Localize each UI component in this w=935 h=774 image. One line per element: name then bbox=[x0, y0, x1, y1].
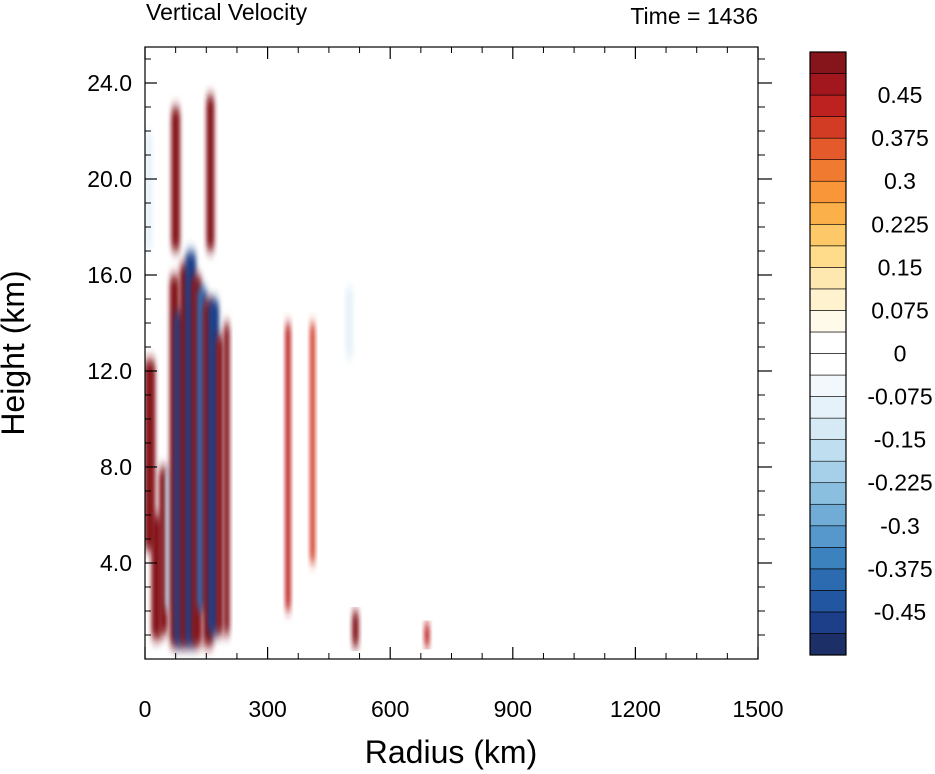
field-feature-0 bbox=[145, 359, 156, 551]
colorbar-label: 0.3 bbox=[884, 168, 916, 194]
field-feature-19 bbox=[345, 287, 354, 359]
colorbar-swatch bbox=[809, 633, 847, 656]
colorbar-swatch bbox=[809, 180, 847, 204]
colorbar-swatch bbox=[809, 331, 847, 354]
field-feature-12 bbox=[215, 335, 224, 635]
colorbar-swatch bbox=[809, 310, 847, 333]
colorbar-swatch bbox=[809, 396, 847, 419]
field-feature-16 bbox=[206, 95, 215, 251]
field-feature-15 bbox=[171, 107, 181, 251]
colorbar-swatch bbox=[809, 482, 847, 505]
field-feature-18 bbox=[309, 323, 316, 563]
x-tick-label: 900 bbox=[494, 696, 532, 722]
y-tick-label: 20.0 bbox=[87, 166, 132, 192]
colorbar-swatch bbox=[809, 137, 847, 160]
field-feature-20 bbox=[352, 611, 359, 647]
field-feature-17 bbox=[285, 323, 291, 611]
colorbar-swatch bbox=[809, 223, 847, 247]
colorbar-swatch bbox=[809, 417, 847, 440]
colorbar-label: -0.45 bbox=[874, 599, 926, 625]
colorbar: 0.45 0.375 0.3 0.225 0.15 0.075 0 -0.075 -0.15 -0… bbox=[809, 51, 933, 656]
colorbar-swatch bbox=[809, 547, 847, 570]
y-tick-label: 12.0 bbox=[87, 358, 132, 384]
field-feature-21 bbox=[424, 623, 430, 647]
colorbar-swatch bbox=[809, 267, 847, 290]
colorbar-label: -0.075 bbox=[867, 384, 932, 410]
colorbar-swatch bbox=[809, 611, 847, 634]
x-tick-label: 0 bbox=[139, 696, 152, 722]
colorbar-swatch bbox=[809, 73, 847, 96]
chart-title: Vertical Velocity bbox=[146, 0, 308, 25]
colorbar-swatch bbox=[809, 94, 847, 117]
x-axis-label: Radius (km) bbox=[365, 734, 537, 770]
colorbar-swatch bbox=[809, 202, 847, 225]
colorbar-label: -0.375 bbox=[867, 556, 932, 582]
colorbar-swatch bbox=[809, 439, 847, 462]
colorbar-label: 0 bbox=[894, 341, 907, 367]
colorbar-label: 0.15 bbox=[878, 254, 923, 280]
velocity-field bbox=[145, 95, 430, 647]
colorbar-swatch bbox=[809, 503, 847, 527]
colorbar-swatch bbox=[809, 245, 847, 268]
colorbar-frame bbox=[809, 51, 847, 656]
colorbar-swatch bbox=[809, 159, 847, 182]
colorbar-label: -0.15 bbox=[874, 427, 926, 453]
colorbar-swatch bbox=[809, 374, 847, 397]
colorbar-swatch bbox=[809, 51, 847, 74]
x-tick-label: 300 bbox=[248, 696, 286, 722]
colorbar-swatch bbox=[809, 590, 847, 613]
colorbar-label: -0.225 bbox=[867, 470, 932, 496]
y-axis-label: Height (km) bbox=[0, 270, 31, 435]
colorbar-label: -0.3 bbox=[880, 513, 920, 539]
colorbar-swatch bbox=[809, 525, 847, 548]
colorbar-swatch bbox=[809, 460, 847, 484]
y-tick-label: 8.0 bbox=[100, 454, 132, 480]
y-tick-label: 16.0 bbox=[87, 262, 132, 288]
colorbar-swatch bbox=[809, 568, 847, 591]
colorbar-label: 0.45 bbox=[878, 82, 923, 108]
time-label: Time = 1436 bbox=[630, 3, 758, 29]
colorbar-label: 0.225 bbox=[871, 211, 929, 237]
x-tick-label: 600 bbox=[371, 696, 409, 722]
plot-area bbox=[145, 47, 758, 659]
y-tick-label: 24.0 bbox=[87, 70, 132, 96]
x-tick-label: 1200 bbox=[610, 696, 661, 722]
colorbar-swatch bbox=[809, 116, 847, 139]
y-tick-label: 4.0 bbox=[100, 550, 132, 576]
colorbar-swatch bbox=[809, 288, 847, 311]
field-feature-13 bbox=[223, 323, 230, 635]
field-feature-14 bbox=[145, 131, 153, 251]
y-axis: 4.0 8.0 12.0 16.0 20.0 24.0 bbox=[87, 58, 772, 636]
x-axis: 0 300 600 900 1200 1500 bbox=[139, 47, 784, 722]
x-tick-label: 1500 bbox=[732, 696, 783, 722]
colorbar-swatch bbox=[809, 353, 847, 376]
colorbar-label: 0.075 bbox=[871, 297, 929, 323]
colorbar-label: 0.375 bbox=[871, 125, 929, 151]
